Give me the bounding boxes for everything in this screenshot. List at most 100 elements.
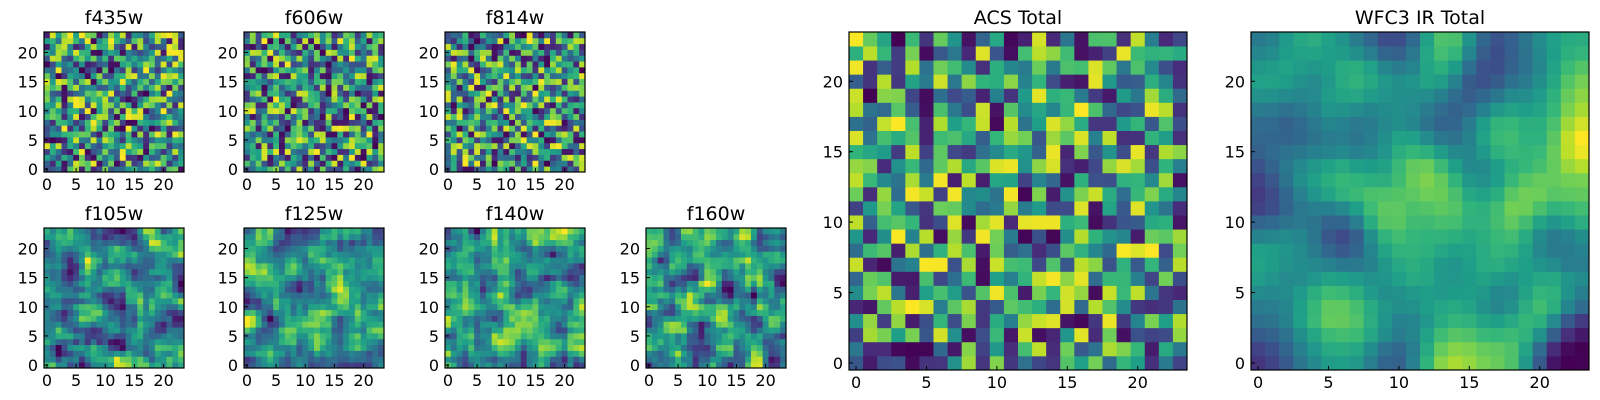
heatmap-cell	[555, 67, 563, 74]
heatmap-cell	[756, 321, 764, 328]
heatmap-cell	[456, 67, 463, 74]
y-tick-label: 5	[228, 131, 238, 150]
heatmap-cell	[296, 37, 303, 45]
heatmap-cell	[154, 119, 162, 126]
heatmap-cell	[526, 61, 533, 68]
heatmap-cell	[733, 333, 740, 340]
heatmap-cell	[474, 298, 481, 305]
heatmap-cell	[319, 263, 327, 270]
heatmap-cell	[360, 137, 367, 144]
heatmap-cell	[877, 46, 892, 61]
heatmap-cell	[891, 271, 906, 286]
heatmap-cell	[686, 286, 694, 293]
heatmap-cell	[331, 37, 338, 45]
heatmap-cell	[290, 142, 297, 150]
heatmap-cell	[573, 303, 580, 311]
heatmap-cell	[84, 257, 92, 264]
heatmap-cell	[1130, 299, 1146, 315]
heatmap-cell	[462, 245, 469, 252]
heatmap-cell	[579, 263, 586, 270]
heatmap-cell	[733, 327, 740, 334]
heatmap-cell	[308, 228, 315, 235]
heatmap-cell	[538, 78, 545, 85]
heatmap-cell	[44, 102, 51, 109]
heatmap-cell	[579, 142, 586, 150]
heatmap-cell	[1130, 172, 1146, 188]
x-tick-label: 5	[271, 371, 281, 390]
heatmap-cell	[325, 228, 332, 235]
heatmap-cell	[108, 356, 115, 363]
heatmap-cell	[249, 286, 257, 293]
heatmap-cell	[331, 344, 338, 351]
heatmap-cell	[55, 321, 62, 328]
heatmap-cell	[491, 298, 498, 305]
heatmap-cell	[137, 303, 144, 311]
heatmap-cell	[61, 90, 68, 97]
heatmap-cell	[579, 268, 586, 276]
heatmap-cell	[73, 251, 80, 258]
heatmap-cell	[114, 84, 121, 91]
heatmap-cell	[73, 78, 80, 85]
heatmap-cell	[261, 309, 268, 316]
heatmap-cell	[756, 338, 764, 346]
heatmap-cell	[1046, 186, 1061, 202]
heatmap-cell	[561, 309, 568, 316]
heatmap-cell	[154, 84, 162, 91]
heatmap-cell	[319, 67, 327, 74]
heatmap-cell	[279, 350, 286, 357]
heatmap-cell	[178, 350, 185, 357]
heatmap-cell	[762, 298, 769, 305]
heatmap-cell	[337, 90, 344, 97]
heatmap-cell	[961, 60, 977, 75]
heatmap-cell	[544, 239, 551, 246]
heatmap-cell	[255, 90, 262, 97]
heatmap-cell	[244, 160, 251, 167]
heatmap-cell	[84, 125, 92, 132]
heatmap-cell	[267, 356, 274, 363]
heatmap-cell	[515, 160, 522, 167]
heatmap-cell	[90, 257, 97, 264]
heatmap-cell	[1476, 271, 1491, 286]
heatmap-cell	[314, 298, 321, 305]
heatmap-cell	[102, 309, 109, 316]
heatmap-cell	[526, 32, 533, 39]
x-tick-label: 10	[295, 175, 315, 194]
heatmap-cell	[727, 286, 734, 293]
heatmap-cell	[550, 113, 557, 120]
heatmap-cell	[756, 280, 764, 287]
heatmap-cell	[125, 257, 132, 264]
heatmap-cell	[119, 37, 127, 45]
heatmap-cell	[178, 245, 185, 252]
heatmap-cell	[704, 338, 711, 346]
heatmap-cell	[279, 251, 286, 258]
heatmap-cell	[137, 286, 144, 293]
heatmap-cell	[149, 119, 156, 126]
heatmap-cell	[905, 215, 920, 230]
heatmap-cell	[267, 344, 274, 351]
heatmap-cell	[166, 239, 173, 246]
heatmap-cell	[877, 172, 892, 188]
heatmap-cell	[319, 90, 327, 97]
heatmap-cell	[849, 327, 864, 343]
heatmap-cell	[378, 125, 385, 132]
heatmap-cell	[172, 333, 179, 340]
heatmap-cell	[372, 350, 379, 357]
heatmap-cell	[273, 333, 280, 340]
panel-title: f160w	[687, 203, 746, 225]
heatmap-cell	[314, 356, 321, 363]
heatmap-cell	[1130, 355, 1146, 371]
heatmap-cell	[102, 125, 109, 132]
heatmap-cell	[331, 315, 338, 322]
heatmap-cell	[154, 96, 162, 103]
heatmap-cell	[520, 96, 528, 103]
heatmap-cell	[975, 201, 991, 216]
heatmap-cell	[1088, 257, 1103, 272]
heatmap-cell	[143, 148, 150, 155]
heatmap-cell	[279, 90, 286, 97]
heatmap-cell	[178, 55, 185, 62]
heatmap-cell	[532, 154, 539, 161]
heatmap-cell	[497, 90, 504, 97]
heatmap-cell	[704, 245, 711, 252]
heatmap-cell	[331, 233, 338, 241]
heatmap-cell	[780, 268, 787, 276]
